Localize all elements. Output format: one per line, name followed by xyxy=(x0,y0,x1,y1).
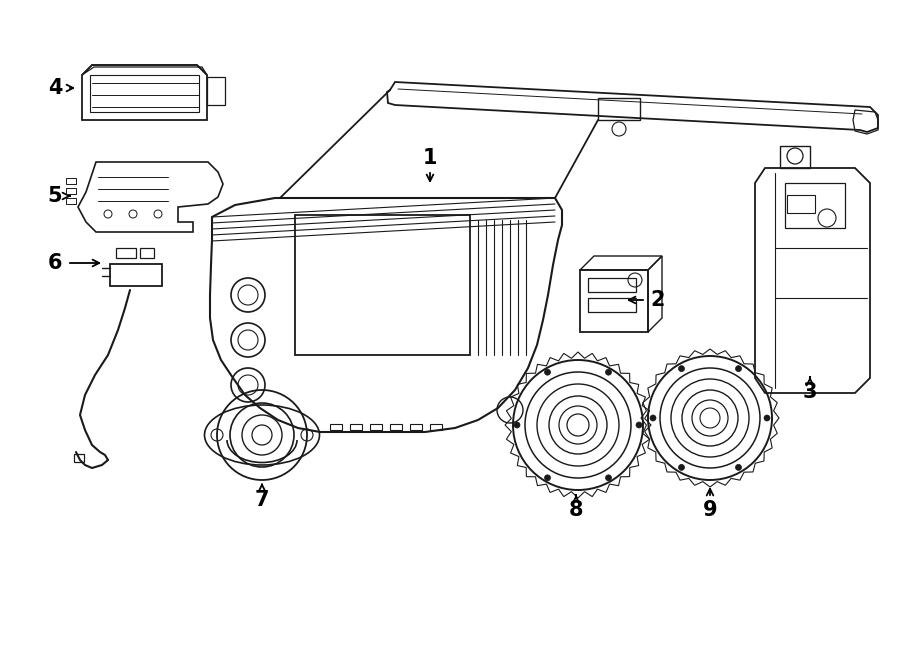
Bar xyxy=(787,195,815,213)
Circle shape xyxy=(679,365,685,371)
Bar xyxy=(207,77,225,105)
Circle shape xyxy=(606,369,611,375)
Circle shape xyxy=(735,464,742,471)
Text: 9: 9 xyxy=(703,500,717,520)
Bar xyxy=(66,198,76,204)
Bar xyxy=(588,298,636,312)
Bar xyxy=(66,188,76,194)
Bar xyxy=(74,454,84,462)
Circle shape xyxy=(606,475,611,481)
Bar xyxy=(430,424,442,430)
Bar xyxy=(140,248,154,258)
Circle shape xyxy=(735,365,742,371)
Bar xyxy=(598,98,640,120)
Text: 8: 8 xyxy=(569,500,583,520)
Text: 4: 4 xyxy=(48,78,62,98)
Circle shape xyxy=(544,475,551,481)
Text: 6: 6 xyxy=(48,253,62,273)
Bar xyxy=(110,264,162,286)
Circle shape xyxy=(764,415,770,421)
Text: 5: 5 xyxy=(48,186,62,206)
Circle shape xyxy=(514,422,520,428)
Bar xyxy=(410,424,422,430)
Bar xyxy=(785,183,845,228)
Circle shape xyxy=(544,369,551,375)
Bar xyxy=(90,75,199,112)
Bar xyxy=(588,278,636,292)
Text: 1: 1 xyxy=(423,148,437,168)
Circle shape xyxy=(636,422,642,428)
Bar xyxy=(295,215,470,355)
Circle shape xyxy=(679,464,685,471)
Text: 3: 3 xyxy=(803,382,817,402)
Text: 7: 7 xyxy=(255,490,269,510)
Bar xyxy=(116,248,136,258)
Bar xyxy=(580,270,648,332)
Text: 2: 2 xyxy=(651,290,665,310)
Bar xyxy=(390,424,402,430)
Bar xyxy=(370,424,382,430)
Bar xyxy=(330,424,342,430)
Bar xyxy=(66,178,76,184)
Circle shape xyxy=(650,415,656,421)
Bar xyxy=(350,424,362,430)
